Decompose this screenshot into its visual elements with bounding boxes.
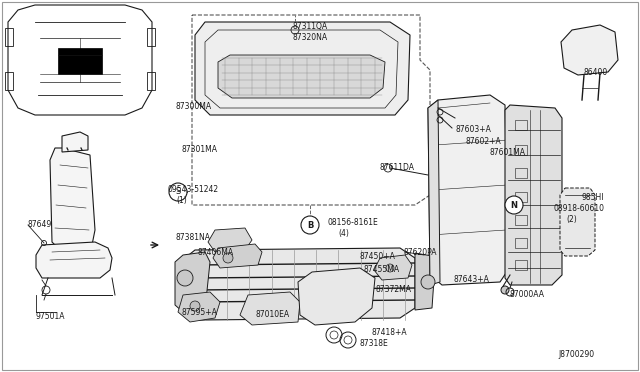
- Text: 09543-51242: 09543-51242: [167, 185, 218, 194]
- Circle shape: [301, 216, 319, 234]
- Circle shape: [177, 270, 193, 286]
- Polygon shape: [50, 148, 95, 250]
- Text: 87311QA: 87311QA: [292, 22, 328, 31]
- Text: 87601MA: 87601MA: [490, 148, 526, 157]
- Text: 87318E: 87318E: [360, 339, 388, 348]
- Text: 87455MA: 87455MA: [363, 265, 399, 274]
- Text: 86400: 86400: [583, 68, 607, 77]
- Text: 87643+A: 87643+A: [453, 275, 489, 284]
- Circle shape: [169, 183, 187, 201]
- Polygon shape: [428, 100, 440, 285]
- Text: S: S: [175, 187, 180, 196]
- Bar: [515, 192, 527, 202]
- Text: 87418+A: 87418+A: [372, 328, 408, 337]
- Text: 87381NA: 87381NA: [175, 233, 210, 242]
- Circle shape: [501, 286, 509, 294]
- Bar: [515, 120, 527, 130]
- Text: 08918-60610: 08918-60610: [553, 204, 604, 213]
- Text: (4): (4): [338, 229, 349, 238]
- Text: 87649: 87649: [28, 220, 52, 229]
- Polygon shape: [505, 105, 562, 285]
- Text: 985HI: 985HI: [582, 193, 605, 202]
- Text: 87320NA: 87320NA: [292, 33, 328, 42]
- Polygon shape: [240, 292, 300, 325]
- Polygon shape: [36, 242, 112, 278]
- Circle shape: [421, 275, 435, 289]
- Polygon shape: [178, 292, 220, 322]
- Polygon shape: [561, 25, 618, 75]
- Text: 87406MA: 87406MA: [198, 248, 234, 257]
- Polygon shape: [218, 55, 385, 98]
- Bar: [515, 215, 527, 225]
- Text: 87620PA: 87620PA: [403, 248, 436, 257]
- Text: 87000AA: 87000AA: [510, 290, 545, 299]
- Text: 87372MA: 87372MA: [375, 285, 411, 294]
- Polygon shape: [195, 22, 410, 115]
- Text: 87301MA: 87301MA: [181, 145, 217, 154]
- Text: (2): (2): [566, 215, 577, 224]
- Text: 87450+A: 87450+A: [360, 252, 396, 261]
- Circle shape: [223, 253, 233, 263]
- Polygon shape: [185, 248, 415, 320]
- Text: N: N: [511, 201, 518, 209]
- Text: 87300MA: 87300MA: [175, 102, 211, 111]
- Bar: [147, 28, 155, 46]
- Text: 87611DA: 87611DA: [380, 163, 415, 172]
- Polygon shape: [208, 228, 252, 252]
- Bar: [515, 168, 527, 178]
- Text: 87595+A: 87595+A: [182, 308, 218, 317]
- Polygon shape: [374, 255, 412, 280]
- Polygon shape: [213, 244, 262, 268]
- Bar: [5, 28, 13, 46]
- Circle shape: [190, 301, 200, 311]
- Bar: [58, 48, 102, 74]
- Bar: [515, 238, 527, 248]
- Polygon shape: [62, 132, 88, 152]
- Polygon shape: [415, 253, 435, 310]
- Text: 87603+A: 87603+A: [455, 125, 491, 134]
- Polygon shape: [298, 268, 375, 325]
- Polygon shape: [560, 188, 595, 256]
- Bar: [5, 72, 13, 90]
- Text: J8700290: J8700290: [559, 350, 595, 359]
- Circle shape: [505, 196, 523, 214]
- Text: (1): (1): [176, 196, 187, 205]
- Polygon shape: [175, 252, 210, 312]
- Text: B: B: [307, 221, 313, 230]
- Bar: [515, 145, 527, 155]
- Text: 08156-8161E: 08156-8161E: [327, 218, 378, 227]
- Circle shape: [386, 264, 394, 272]
- Bar: [147, 72, 155, 90]
- Text: 97501A: 97501A: [35, 312, 65, 321]
- Text: 87010EA: 87010EA: [256, 310, 290, 319]
- Text: 87602+A: 87602+A: [465, 137, 500, 146]
- Bar: [515, 260, 527, 270]
- Polygon shape: [428, 95, 508, 285]
